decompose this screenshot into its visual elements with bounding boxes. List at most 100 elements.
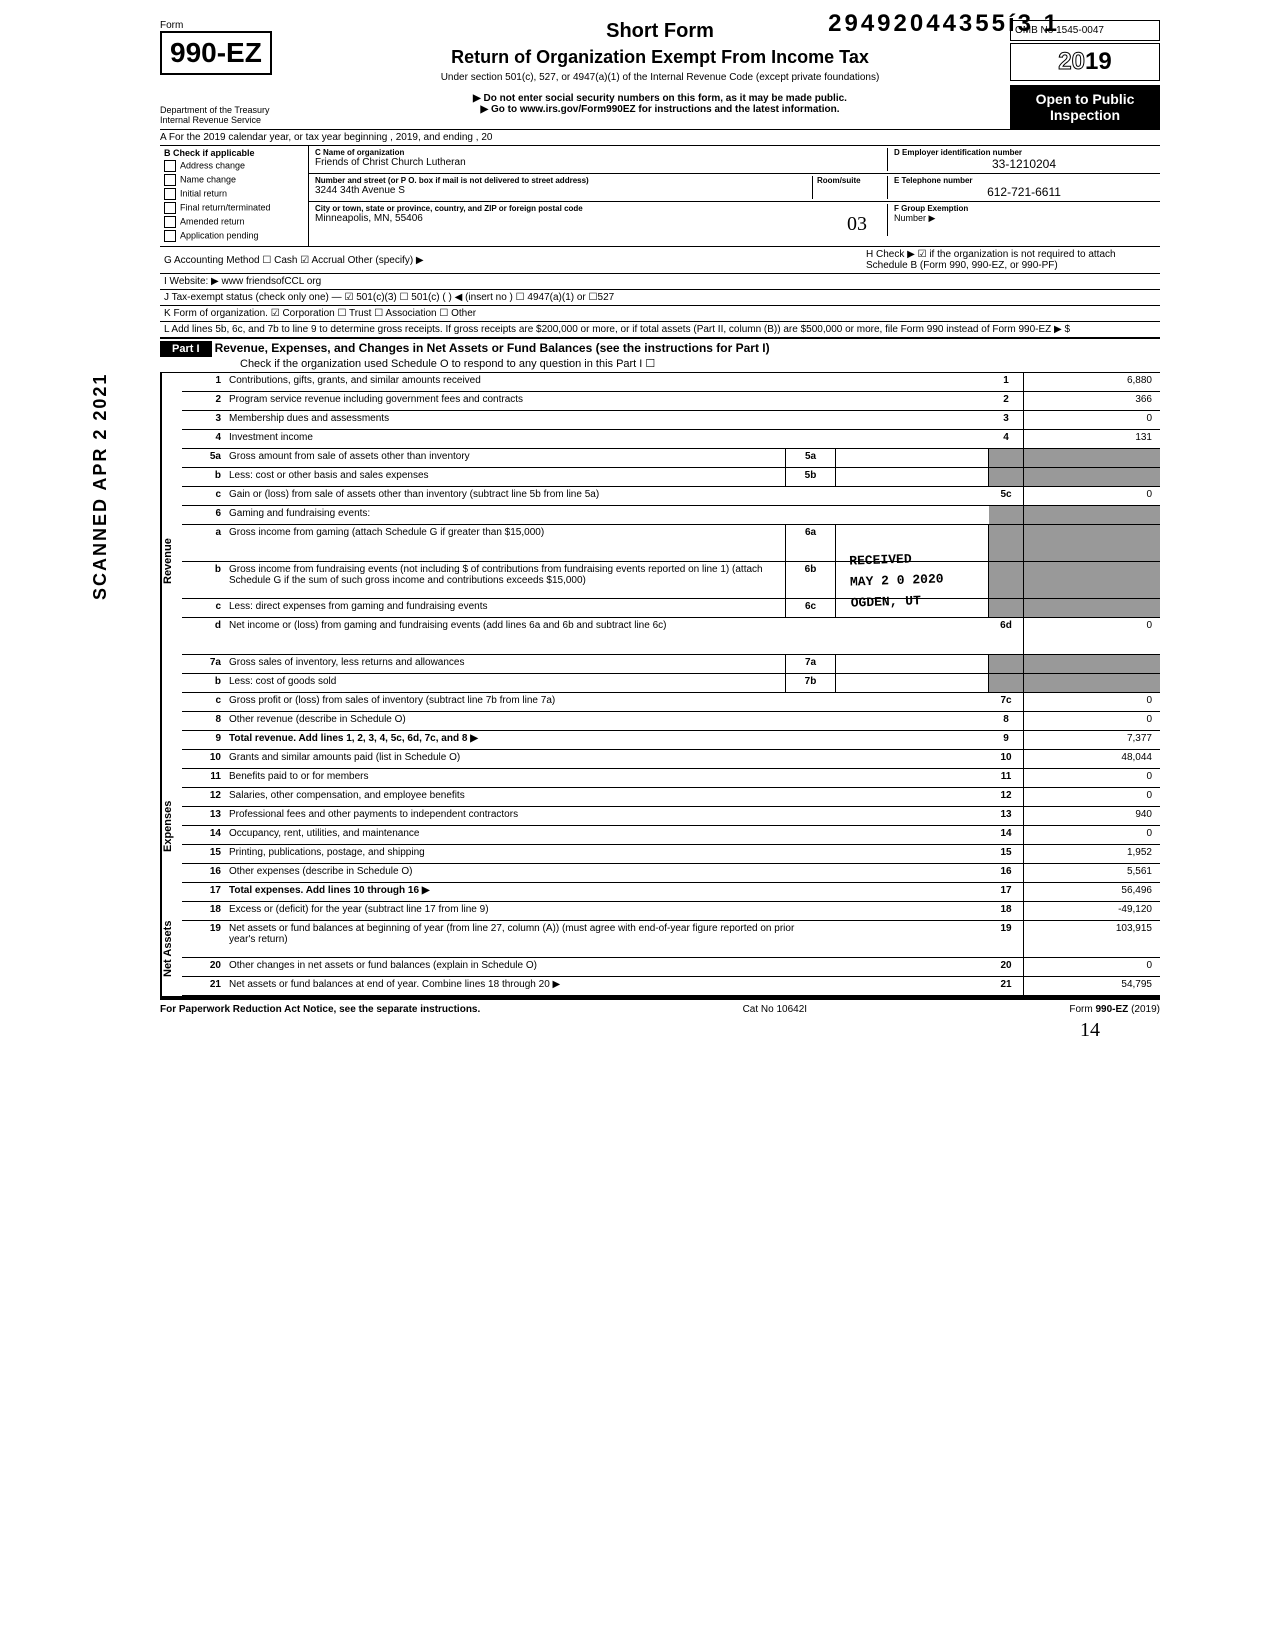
line-description: Program service revenue including govern… <box>225 392 802 410</box>
end-box <box>989 655 1024 673</box>
city-label: City or town, state or province, country… <box>315 204 887 213</box>
end-box: 8 <box>989 712 1024 730</box>
line-description: Membership dues and assessments <box>225 411 802 429</box>
end-value: 1,952 <box>1024 845 1160 863</box>
line-description: Total revenue. Add lines 1, 2, 3, 4, 5c,… <box>225 731 802 749</box>
received-stamp: RECEIVED MAY 2 0 2020 OGDEN, UT <box>849 548 945 614</box>
end-value: 0 <box>1024 826 1160 844</box>
end-box: 11 <box>989 769 1024 787</box>
end-box: 10 <box>989 750 1024 768</box>
end-value: 54,795 <box>1024 977 1160 995</box>
ein-label: D Employer identification number <box>894 148 1154 157</box>
line-number: 21 <box>182 977 225 995</box>
footer-left: For Paperwork Reduction Act Notice, see … <box>160 1004 480 1015</box>
end-box <box>989 506 1024 524</box>
line-number: 1 <box>182 373 225 391</box>
part1-check: Check if the organization used Schedule … <box>160 357 1160 370</box>
end-box: 18 <box>989 902 1024 920</box>
line-number: 11 <box>182 769 225 787</box>
end-box: 19 <box>989 921 1024 957</box>
end-box: 2 <box>989 392 1024 410</box>
end-value: 6,880 <box>1024 373 1160 391</box>
mid-box: 7b <box>785 674 836 692</box>
end-box <box>989 674 1024 692</box>
line-number: d <box>182 618 225 654</box>
title-under: Under section 501(c), 527, or 4947(a)(1)… <box>310 72 1010 83</box>
end-value: 0 <box>1024 788 1160 806</box>
end-value: 366 <box>1024 392 1160 410</box>
line-number: c <box>182 599 225 617</box>
end-value: 0 <box>1024 618 1160 654</box>
end-value: 0 <box>1024 693 1160 711</box>
line-description: Grants and similar amounts paid (list in… <box>225 750 802 768</box>
filing-number: 29492044355í3 1 <box>828 10 1060 38</box>
mid-box: 5b <box>785 468 836 486</box>
line-number: 4 <box>182 430 225 448</box>
end-value <box>1024 655 1160 673</box>
footer-right: Form 990-EZ (2019) <box>1069 1004 1160 1015</box>
part1-label: Part I <box>160 341 212 357</box>
line-description: Gross amount from sale of assets other t… <box>225 449 785 467</box>
end-value: 5,561 <box>1024 864 1160 882</box>
line-description: Printing, publications, postage, and shi… <box>225 845 802 863</box>
line-description: Net income or (loss) from gaming and fun… <box>225 618 802 654</box>
group-label: F Group Exemption <box>894 204 1154 213</box>
line-description: Other revenue (describe in Schedule O) <box>225 712 802 730</box>
end-box: 5c <box>989 487 1024 505</box>
scanned-stamp: SCANNED APR 2 2021 <box>90 373 111 600</box>
line-description: Benefits paid to or for members <box>225 769 802 787</box>
end-box: 14 <box>989 826 1024 844</box>
end-value <box>1024 506 1160 524</box>
mid-value <box>836 655 989 673</box>
section-b: B Check if applicable Address change Nam… <box>160 146 309 246</box>
title-main: Return of Organization Exempt From Incom… <box>310 47 1010 68</box>
tax-year: 2019 <box>1010 43 1160 81</box>
handwritten-init: 03 <box>847 213 867 236</box>
line-number: 8 <box>182 712 225 730</box>
line-number: 20 <box>182 958 225 976</box>
end-value <box>1024 599 1160 617</box>
line-number: 5a <box>182 449 225 467</box>
line-number: 17 <box>182 883 225 901</box>
end-value: 0 <box>1024 411 1160 429</box>
line-description: Total expenses. Add lines 10 through 16 … <box>225 883 802 901</box>
form-number: 990-EZ <box>160 31 272 75</box>
page-handwritten: 14 <box>160 1019 1160 1042</box>
line-description: Other expenses (describe in Schedule O) <box>225 864 802 882</box>
end-value <box>1024 562 1160 598</box>
line-description: Gross income from fundraising events (no… <box>225 562 785 598</box>
section-k: K Form of organization. ☑ Corporation ☐ … <box>160 306 1160 322</box>
end-value <box>1024 674 1160 692</box>
end-value: 0 <box>1024 958 1160 976</box>
end-box: 21 <box>989 977 1024 995</box>
line-number: 3 <box>182 411 225 429</box>
end-box: 15 <box>989 845 1024 863</box>
revenue-label: Revenue <box>160 373 182 750</box>
net-assets-label: Net Assets <box>160 902 182 996</box>
room-label: Room/suite <box>817 176 887 185</box>
group-label2: Number ▶ <box>894 213 935 223</box>
end-box: 9 <box>989 731 1024 749</box>
dept-line1: Department of the Treasury <box>160 105 310 115</box>
section-h: H Check ▶ ☑ if the organization is not r… <box>866 249 1156 271</box>
end-value: -49,120 <box>1024 902 1160 920</box>
line-number: a <box>182 525 225 561</box>
end-box: 3 <box>989 411 1024 429</box>
mid-box: 6a <box>785 525 836 561</box>
line-number: 7a <box>182 655 225 673</box>
section-a: A For the 2019 calendar year, or tax yea… <box>160 130 1160 146</box>
section-l: L Add lines 5b, 6c, and 7b to line 9 to … <box>160 322 1160 339</box>
end-box: 16 <box>989 864 1024 882</box>
end-box: 7c <box>989 693 1024 711</box>
line-description: Salaries, other compensation, and employ… <box>225 788 802 806</box>
line-number: 14 <box>182 826 225 844</box>
line-number: c <box>182 487 225 505</box>
mid-box: 6c <box>785 599 836 617</box>
title-warn2: ▶ Go to www.irs.gov/Form990EZ for instru… <box>310 104 1010 115</box>
section-j: J Tax-exempt status (check only one) — ☑… <box>160 290 1160 306</box>
ein-value: 33-1210204 <box>894 157 1154 171</box>
mid-value <box>836 468 989 486</box>
line-description: Professional fees and other payments to … <box>225 807 802 825</box>
mid-value <box>836 449 989 467</box>
city-value: Minneapolis, MN, 55406 <box>315 213 423 224</box>
